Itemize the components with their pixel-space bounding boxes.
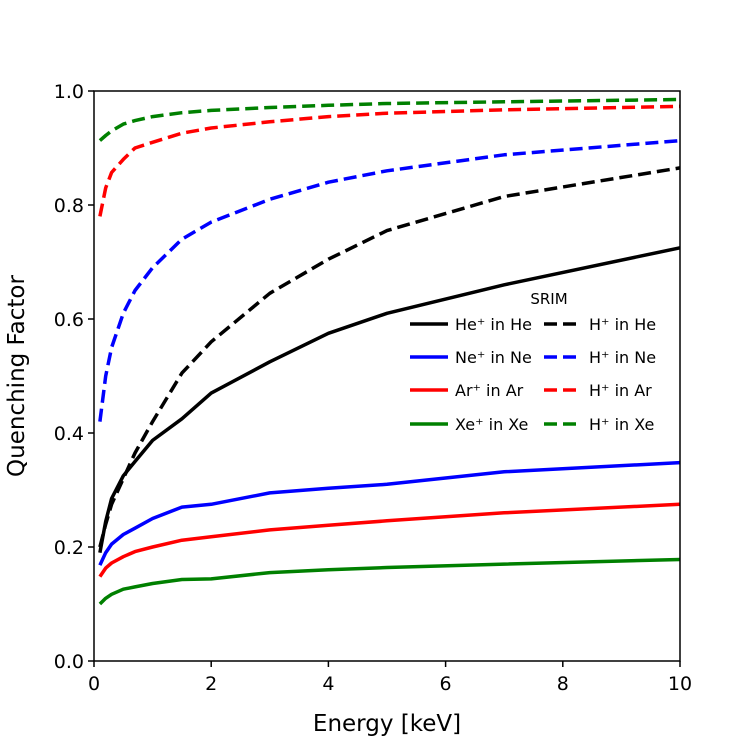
legend-label: H⁺ in He bbox=[589, 315, 656, 334]
y-tick-label: 1.0 bbox=[54, 81, 84, 103]
plot-frame bbox=[93, 90, 681, 662]
x-axis-label: Energy [keV] bbox=[313, 711, 461, 737]
y-tick-label: 0.8 bbox=[54, 195, 84, 217]
y-tick-label: 0.6 bbox=[54, 309, 84, 331]
y-tick-label: 0.2 bbox=[54, 537, 84, 559]
y-tick-label: 0.4 bbox=[54, 423, 84, 445]
x-tick-label: 10 bbox=[668, 673, 692, 695]
series-line-4 bbox=[98, 502, 681, 578]
y-axis-label: Quenching Factor bbox=[4, 275, 30, 477]
x-tick-label: 0 bbox=[88, 673, 100, 695]
plot-lines bbox=[98, 97, 681, 606]
series-line-7 bbox=[98, 97, 681, 142]
series-line-6 bbox=[98, 557, 681, 606]
x-tick-label: 8 bbox=[557, 673, 569, 695]
legend-label: H⁺ in Ar bbox=[589, 381, 652, 400]
legend-label: Ne⁺ in Ne bbox=[455, 348, 532, 367]
series-line-0 bbox=[98, 246, 681, 554]
x-tick-label: 2 bbox=[205, 673, 217, 695]
series-line-3 bbox=[98, 138, 681, 422]
legend-label: He⁺ in He bbox=[455, 315, 532, 334]
x-tick-label: 6 bbox=[440, 673, 452, 695]
series-line-1 bbox=[98, 166, 681, 548]
series-line-2 bbox=[98, 460, 681, 566]
series-line-5 bbox=[98, 104, 681, 217]
x-tick-label: 4 bbox=[322, 673, 334, 695]
legend-label: H⁺ in Ne bbox=[589, 348, 656, 367]
legend: SRIM He⁺ in He H⁺ in He Ne⁺ in Ne H⁺ in Ne A… bbox=[410, 290, 656, 434]
axis-ticks: 0 2 4 6 8 10 0.0 0.2 0.4 0.6 0.8 1.0 bbox=[54, 81, 692, 695]
legend-label: Ar⁺ in Ar bbox=[455, 381, 524, 400]
legend-title: SRIM bbox=[530, 290, 567, 308]
y-tick-label: 0.0 bbox=[54, 651, 84, 673]
legend-label: H⁺ in Xe bbox=[589, 415, 654, 434]
legend-label: Xe⁺ in Xe bbox=[455, 415, 528, 434]
